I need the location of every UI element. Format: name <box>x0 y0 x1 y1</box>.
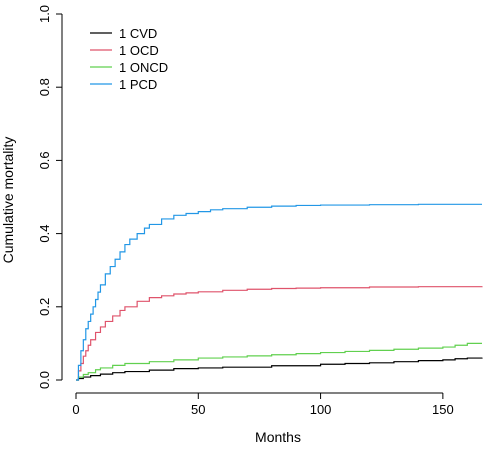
axes: 0 50 100 150 0.0 0.2 0.4 0.6 0.8 1.0 <box>37 5 454 417</box>
y-tick-label: 0.4 <box>37 225 52 243</box>
legend: 1 CVD 1 OCD 1 ONCD 1 PCD <box>90 26 168 92</box>
series-line-1-oncd <box>76 342 482 381</box>
series-line-1-ocd <box>76 286 483 381</box>
series-line-1-pcd <box>76 203 482 381</box>
y-tick-label: 0.2 <box>37 298 52 316</box>
y-tick-label: 0.8 <box>37 78 52 96</box>
plot-lines <box>76 203 483 381</box>
y-tick-label: 0.6 <box>37 151 52 169</box>
y-tick-label: 1.0 <box>37 5 52 23</box>
legend-label: 1 CVD <box>119 26 157 41</box>
legend-label: 1 ONCD <box>119 60 168 75</box>
x-tick-label: 100 <box>310 402 332 417</box>
y-tick-label: 0.0 <box>37 371 52 389</box>
series-line-1-cvd <box>76 357 483 381</box>
legend-label: 1 PCD <box>119 77 157 92</box>
legend-label: 1 OCD <box>119 43 159 58</box>
x-tick-label: 150 <box>432 402 454 417</box>
x-tick-label: 0 <box>72 402 79 417</box>
x-tick-label: 50 <box>191 402 205 417</box>
y-axis-title: Cumulative mortality <box>0 137 16 264</box>
x-axis-title: Months <box>255 429 301 445</box>
